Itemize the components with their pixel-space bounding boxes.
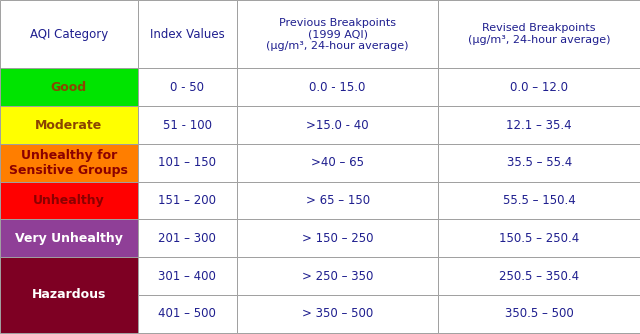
Bar xyxy=(438,257,640,295)
Bar xyxy=(0,257,138,333)
Text: >15.0 - 40: >15.0 - 40 xyxy=(307,119,369,132)
Text: Unhealthy for
Sensitive Groups: Unhealthy for Sensitive Groups xyxy=(10,149,128,177)
Text: 55.5 – 150.4: 55.5 – 150.4 xyxy=(503,194,575,207)
Bar xyxy=(438,182,640,219)
Bar xyxy=(0,219,138,257)
Text: 0.0 - 15.0: 0.0 - 15.0 xyxy=(309,81,366,94)
Bar xyxy=(237,106,438,144)
Text: 0 - 50: 0 - 50 xyxy=(170,81,204,94)
Text: Unhealthy: Unhealthy xyxy=(33,194,105,207)
Bar xyxy=(237,68,438,106)
Bar xyxy=(237,219,438,257)
Text: > 150 – 250: > 150 – 250 xyxy=(302,232,373,245)
Bar xyxy=(438,0,640,68)
Text: 250.5 – 350.4: 250.5 – 350.4 xyxy=(499,270,579,283)
Bar xyxy=(138,182,237,219)
Text: 101 – 150: 101 – 150 xyxy=(158,156,216,169)
Bar xyxy=(138,144,237,182)
Bar xyxy=(138,295,237,333)
Bar xyxy=(237,0,438,68)
Bar xyxy=(0,106,138,144)
Text: 350.5 – 500: 350.5 – 500 xyxy=(505,307,573,320)
Text: >40 – 65: >40 – 65 xyxy=(311,156,364,169)
Bar xyxy=(237,144,438,182)
Text: 201 – 300: 201 – 300 xyxy=(158,232,216,245)
Bar xyxy=(138,68,237,106)
Text: Previous Breakpoints
(1999 AQI)
(μg/m³, 24-hour average): Previous Breakpoints (1999 AQI) (μg/m³, … xyxy=(266,18,409,51)
Bar xyxy=(0,144,138,182)
Bar xyxy=(0,182,138,219)
Text: 401 – 500: 401 – 500 xyxy=(158,307,216,320)
Text: 151 – 200: 151 – 200 xyxy=(158,194,216,207)
Bar xyxy=(138,257,237,295)
Text: > 250 – 350: > 250 – 350 xyxy=(302,270,373,283)
Bar xyxy=(438,295,640,333)
Text: 51 - 100: 51 - 100 xyxy=(163,119,212,132)
Bar xyxy=(438,106,640,144)
Text: 12.1 – 35.4: 12.1 – 35.4 xyxy=(506,119,572,132)
Bar xyxy=(138,106,237,144)
Bar xyxy=(0,68,138,106)
Text: AQI Category: AQI Category xyxy=(29,28,108,41)
Bar xyxy=(438,144,640,182)
Text: Index Values: Index Values xyxy=(150,28,225,41)
Bar xyxy=(138,219,237,257)
Bar xyxy=(237,257,438,295)
Bar xyxy=(138,0,237,68)
Text: > 350 – 500: > 350 – 500 xyxy=(302,307,373,320)
Text: Revised Breakpoints
(μg/m³, 24-hour average): Revised Breakpoints (μg/m³, 24-hour aver… xyxy=(468,23,611,45)
Text: Very Unhealthy: Very Unhealthy xyxy=(15,232,123,245)
Text: 35.5 – 55.4: 35.5 – 55.4 xyxy=(507,156,572,169)
Bar xyxy=(438,68,640,106)
Text: Hazardous: Hazardous xyxy=(31,289,106,301)
Text: 301 – 400: 301 – 400 xyxy=(158,270,216,283)
Bar xyxy=(237,182,438,219)
Bar xyxy=(438,219,640,257)
Text: 0.0 – 12.0: 0.0 – 12.0 xyxy=(510,81,568,94)
Bar xyxy=(237,295,438,333)
Bar xyxy=(0,0,138,68)
Text: > 65 – 150: > 65 – 150 xyxy=(305,194,370,207)
Text: Good: Good xyxy=(51,81,87,94)
Text: 150.5 – 250.4: 150.5 – 250.4 xyxy=(499,232,579,245)
Text: Moderate: Moderate xyxy=(35,119,102,132)
